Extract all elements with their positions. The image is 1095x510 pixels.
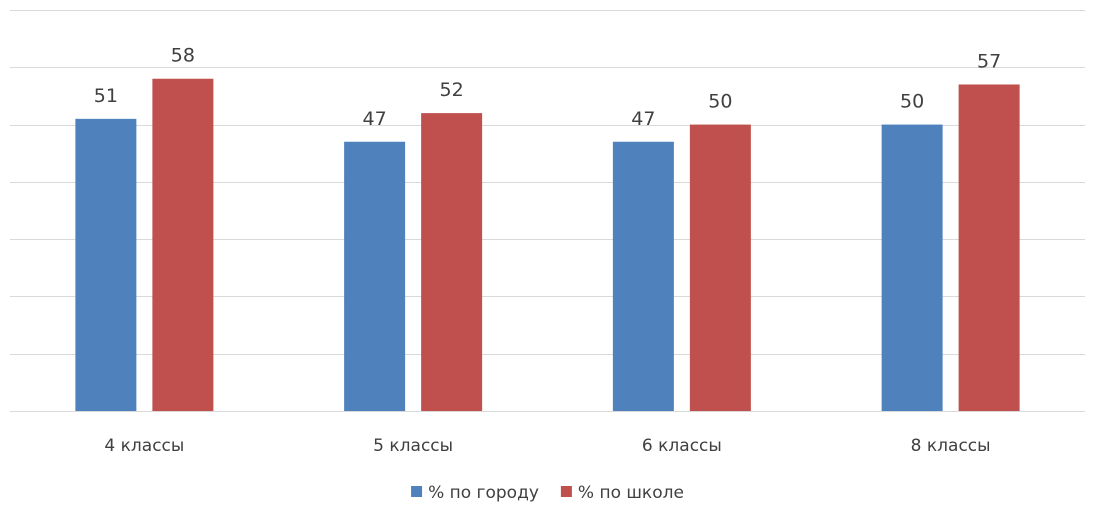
bar-school-4 — [958, 84, 1020, 411]
bars — [75, 78, 1020, 412]
data-label: 47 — [363, 108, 387, 130]
bar-school-3 — [689, 124, 751, 412]
bar-city-4 — [881, 124, 943, 412]
legend-swatch — [411, 486, 423, 497]
category-tick-label: 5 классы — [373, 436, 453, 456]
data-label: 57 — [977, 50, 1001, 72]
bar-school-2 — [421, 113, 483, 411]
data-label: 58 — [171, 45, 195, 67]
data-label: 50 — [900, 91, 924, 113]
category-tick-label: 8 классы — [911, 436, 991, 456]
bar-city-1 — [75, 118, 137, 411]
category-tick-labels: 4 классы 5 классы 6 классы 8 классы — [104, 436, 990, 456]
bar-city-3 — [612, 141, 674, 411]
data-label: 51 — [94, 85, 118, 107]
legend-item-city: % по городу — [411, 483, 539, 503]
data-labels: 51 58 47 52 47 50 50 57 — [94, 45, 1001, 130]
legend-swatch — [560, 486, 572, 497]
legend-item-school: % по школе — [560, 483, 684, 503]
legend-label: % по школе — [578, 483, 684, 503]
data-label: 52 — [440, 79, 464, 101]
category-tick-label: 4 классы — [104, 436, 184, 456]
legend: % по городу % по школе — [411, 483, 684, 503]
category-tick-label: 6 классы — [642, 436, 722, 456]
data-label: 50 — [708, 91, 732, 113]
bar-city-2 — [344, 141, 406, 411]
bar-school-1 — [152, 78, 214, 411]
data-label: 47 — [631, 108, 655, 130]
legend-label: % по городу — [428, 483, 539, 503]
